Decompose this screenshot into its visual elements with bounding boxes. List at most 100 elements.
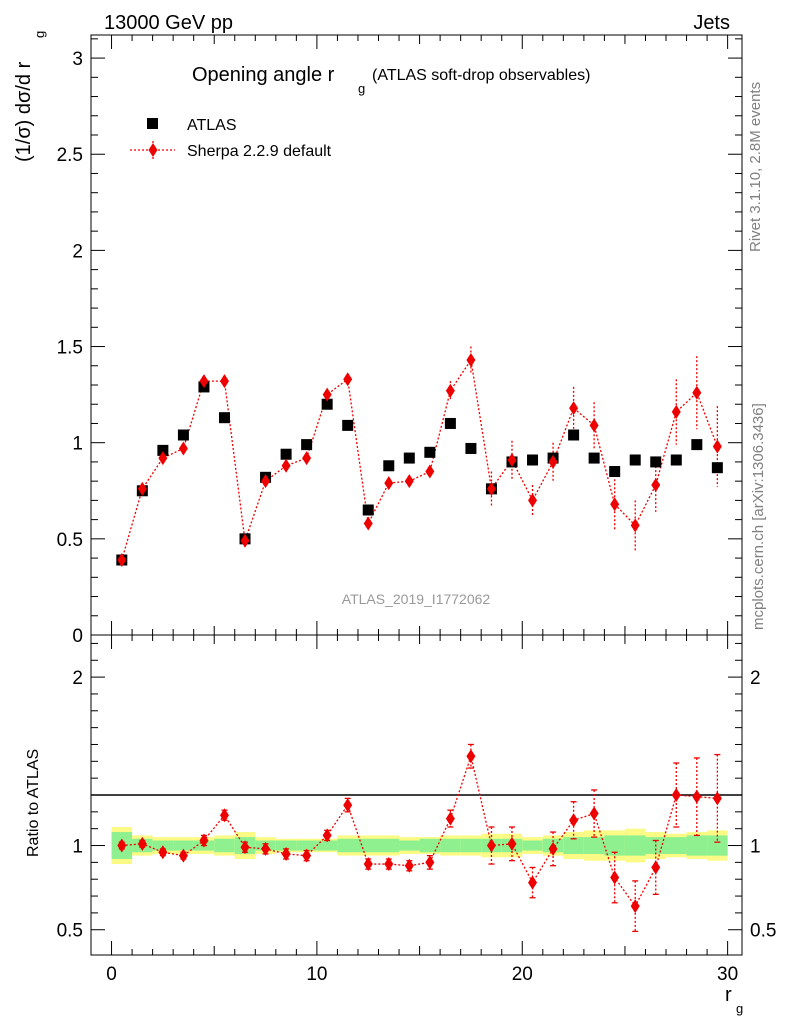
band-inner [337, 838, 358, 853]
band-inner [563, 837, 584, 854]
band-inner [707, 835, 728, 856]
sherpa-point [302, 451, 312, 466]
main-ylabel-text: (1/σ) dσ/d r [13, 61, 35, 162]
sherpa-point [651, 478, 661, 492]
band-inner [357, 838, 379, 853]
band-inner [624, 835, 646, 856]
main-ylabel-subscript: g [32, 31, 47, 38]
atlas-point [403, 452, 415, 464]
main-axis-ticks: 0 0.5 1 1.5 2 2.5 3 [57, 35, 742, 647]
band-inner [604, 835, 625, 856]
ratio-sherpa-point [712, 791, 722, 806]
main-data-marks [116, 346, 723, 567]
atlas-point [465, 442, 477, 454]
band-inner [399, 840, 420, 851]
legend-sherpa-label: Sherpa 2.2.9 default [187, 143, 332, 160]
sherpa-point [466, 353, 476, 367]
ratio-y-tick-label-right: 1 [750, 837, 761, 858]
x-tick-label: 10 [306, 964, 327, 985]
x-tick-label: 20 [512, 964, 533, 985]
band-inner [440, 838, 461, 853]
atlas-point [218, 412, 230, 424]
band-inner [522, 840, 543, 851]
band-inner [419, 838, 441, 853]
ratio-sherpa-line [121, 753, 718, 908]
sherpa-point [240, 533, 250, 548]
legend-atlas-label: ATLAS [187, 117, 237, 134]
main-y-tick-label: 1.5 [57, 338, 83, 359]
ratio-sherpa-point [178, 848, 188, 863]
atlas-point [280, 448, 292, 460]
ratio-sherpa-point [240, 840, 250, 855]
band-inner [378, 838, 400, 853]
ratio-sherpa-point [158, 845, 168, 860]
ratio-sherpa-point [137, 836, 147, 851]
band-inner [686, 835, 708, 856]
header-right: Jets [693, 12, 730, 34]
rivet-label: Rivet 3.1.10, 2.8M events [747, 82, 764, 252]
ratio-sherpa-point [445, 811, 455, 826]
atlas-point [629, 454, 641, 466]
band-inner [460, 838, 482, 853]
atlas-point [670, 454, 682, 466]
ratio-sherpa-point [589, 806, 599, 821]
ratio-sherpa-point [507, 836, 517, 851]
sherpa-line [121, 358, 718, 561]
sherpa-point [425, 464, 435, 479]
ratio-sherpa-point [322, 828, 332, 843]
mcplots-label: mcplots.cern.ch [arXiv:1306.3436] [750, 403, 767, 630]
sherpa-point [117, 553, 127, 567]
sherpa-point [507, 453, 517, 467]
x-tick-label: 30 [717, 964, 738, 985]
atlas-point [444, 417, 456, 429]
ratio-sherpa-point [363, 857, 373, 872]
plot-title-subscript: g [358, 81, 365, 96]
ratio-sherpa-point [425, 855, 435, 870]
sherpa-point [589, 418, 599, 433]
band-inner [214, 838, 235, 853]
main-y-tick-label: 0.5 [57, 530, 83, 551]
x-tick-label: 0 [106, 964, 117, 985]
sherpa-point [610, 497, 620, 512]
sherpa-point [322, 387, 332, 402]
ratio-data-marks [117, 743, 722, 933]
sherpa-point [404, 474, 414, 489]
ratio-sherpa-point [302, 848, 312, 863]
ratio-sherpa-point [610, 870, 620, 885]
plot-title-main: Opening angle r [192, 64, 335, 86]
sherpa-point [486, 481, 496, 496]
atlas-point [609, 466, 621, 478]
atlas-point [301, 439, 313, 451]
atlas-point [383, 460, 395, 472]
atlas-point [527, 454, 539, 466]
xlabel: r [725, 984, 732, 1006]
ratio-axis-ticks: 0.5 0.51 12 20 10 20 30 [57, 635, 776, 985]
sherpa-point [569, 401, 579, 416]
ratio-sherpa-point [261, 841, 271, 856]
ratio-sherpa-point [281, 846, 291, 861]
ratio-y-tick-label-right: 2 [750, 668, 761, 689]
atlas-point [650, 456, 662, 468]
band-inner [296, 840, 317, 851]
ratio-y-tick-label-right: 0.5 [750, 921, 776, 942]
atlas-point [362, 504, 374, 516]
atlas-point [157, 444, 169, 456]
ratio-sherpa-point [569, 813, 579, 828]
ratio-sherpa-point [486, 838, 496, 853]
sherpa-point [712, 439, 722, 454]
sherpa-point [199, 374, 209, 389]
sherpa-point [630, 518, 640, 533]
main-y-tick-label: 0 [72, 626, 83, 647]
sherpa-point [671, 404, 681, 419]
ratio-sherpa-point [692, 789, 702, 804]
sherpa-point [137, 481, 147, 496]
sherpa-point [548, 454, 558, 469]
sherpa-point [261, 474, 271, 489]
ratio-y-tick-label: 2 [72, 668, 83, 689]
header-left: 13000 GeV pp [104, 12, 233, 34]
ratio-y-tick-label: 0.5 [57, 921, 83, 942]
band-inner [275, 840, 297, 851]
ratio-sherpa-point [528, 875, 538, 890]
atlas-point [424, 446, 436, 458]
